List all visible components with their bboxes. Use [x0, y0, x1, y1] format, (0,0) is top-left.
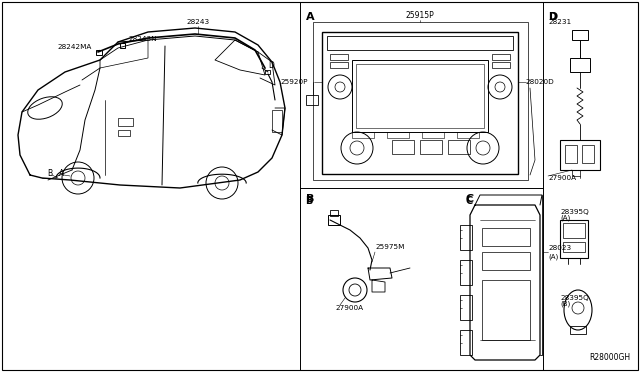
- Text: 27900A: 27900A: [335, 305, 363, 311]
- Text: R28000GH: R28000GH: [589, 353, 630, 362]
- Bar: [387, 132, 409, 138]
- Text: 25920P: 25920P: [280, 79, 308, 85]
- Bar: [96, 50, 102, 55]
- Bar: [560, 140, 600, 170]
- Text: A: A: [60, 170, 65, 179]
- Bar: [572, 30, 588, 40]
- Bar: [582, 145, 594, 163]
- Bar: [492, 54, 510, 60]
- Text: 28231: 28231: [548, 19, 571, 25]
- Text: 28395Q: 28395Q: [560, 295, 589, 301]
- Bar: [570, 326, 586, 334]
- Bar: [482, 252, 530, 270]
- Text: 28243: 28243: [186, 19, 209, 25]
- Bar: [563, 242, 585, 252]
- Text: 28243N: 28243N: [128, 36, 157, 42]
- Bar: [118, 118, 133, 126]
- Bar: [272, 110, 282, 132]
- Text: (B): (B): [560, 301, 570, 307]
- Bar: [570, 58, 590, 72]
- Bar: [352, 60, 488, 132]
- Text: B: B: [305, 196, 312, 206]
- Text: B: B: [306, 194, 314, 204]
- Text: D: D: [268, 61, 274, 70]
- Text: 27900A: 27900A: [548, 175, 576, 181]
- Text: D: D: [549, 12, 558, 22]
- Bar: [460, 225, 472, 250]
- Bar: [457, 132, 479, 138]
- Text: 25915P: 25915P: [406, 12, 435, 20]
- Bar: [560, 220, 588, 258]
- Bar: [482, 280, 530, 340]
- Bar: [330, 54, 348, 60]
- Bar: [392, 140, 414, 154]
- Text: C: C: [465, 196, 472, 206]
- Bar: [330, 210, 338, 216]
- Text: B: B: [47, 170, 52, 179]
- Bar: [356, 64, 484, 128]
- Bar: [306, 95, 318, 105]
- Bar: [313, 22, 528, 180]
- Bar: [492, 62, 510, 68]
- Bar: [448, 140, 470, 154]
- Bar: [460, 330, 472, 355]
- Text: C: C: [465, 194, 473, 204]
- Bar: [563, 223, 585, 238]
- Bar: [460, 295, 472, 320]
- Bar: [460, 260, 472, 285]
- Bar: [120, 43, 125, 48]
- Bar: [420, 140, 442, 154]
- Text: 28395Q: 28395Q: [560, 209, 589, 215]
- Bar: [330, 62, 348, 68]
- Bar: [572, 170, 580, 176]
- Bar: [322, 32, 518, 174]
- Bar: [327, 36, 513, 50]
- Text: (A): (A): [560, 215, 570, 221]
- Bar: [565, 145, 577, 163]
- Text: D: D: [548, 12, 556, 22]
- Text: (A): (A): [548, 254, 558, 260]
- Text: 28242MA: 28242MA: [58, 44, 92, 50]
- Bar: [118, 130, 130, 136]
- Bar: [422, 132, 444, 138]
- Text: 28023: 28023: [548, 245, 571, 251]
- Bar: [328, 215, 340, 225]
- Bar: [482, 228, 530, 246]
- Text: 25975M: 25975M: [375, 244, 404, 250]
- Bar: [352, 132, 374, 138]
- Text: 28020D: 28020D: [525, 79, 554, 85]
- Text: A: A: [306, 12, 315, 22]
- Bar: [265, 70, 270, 74]
